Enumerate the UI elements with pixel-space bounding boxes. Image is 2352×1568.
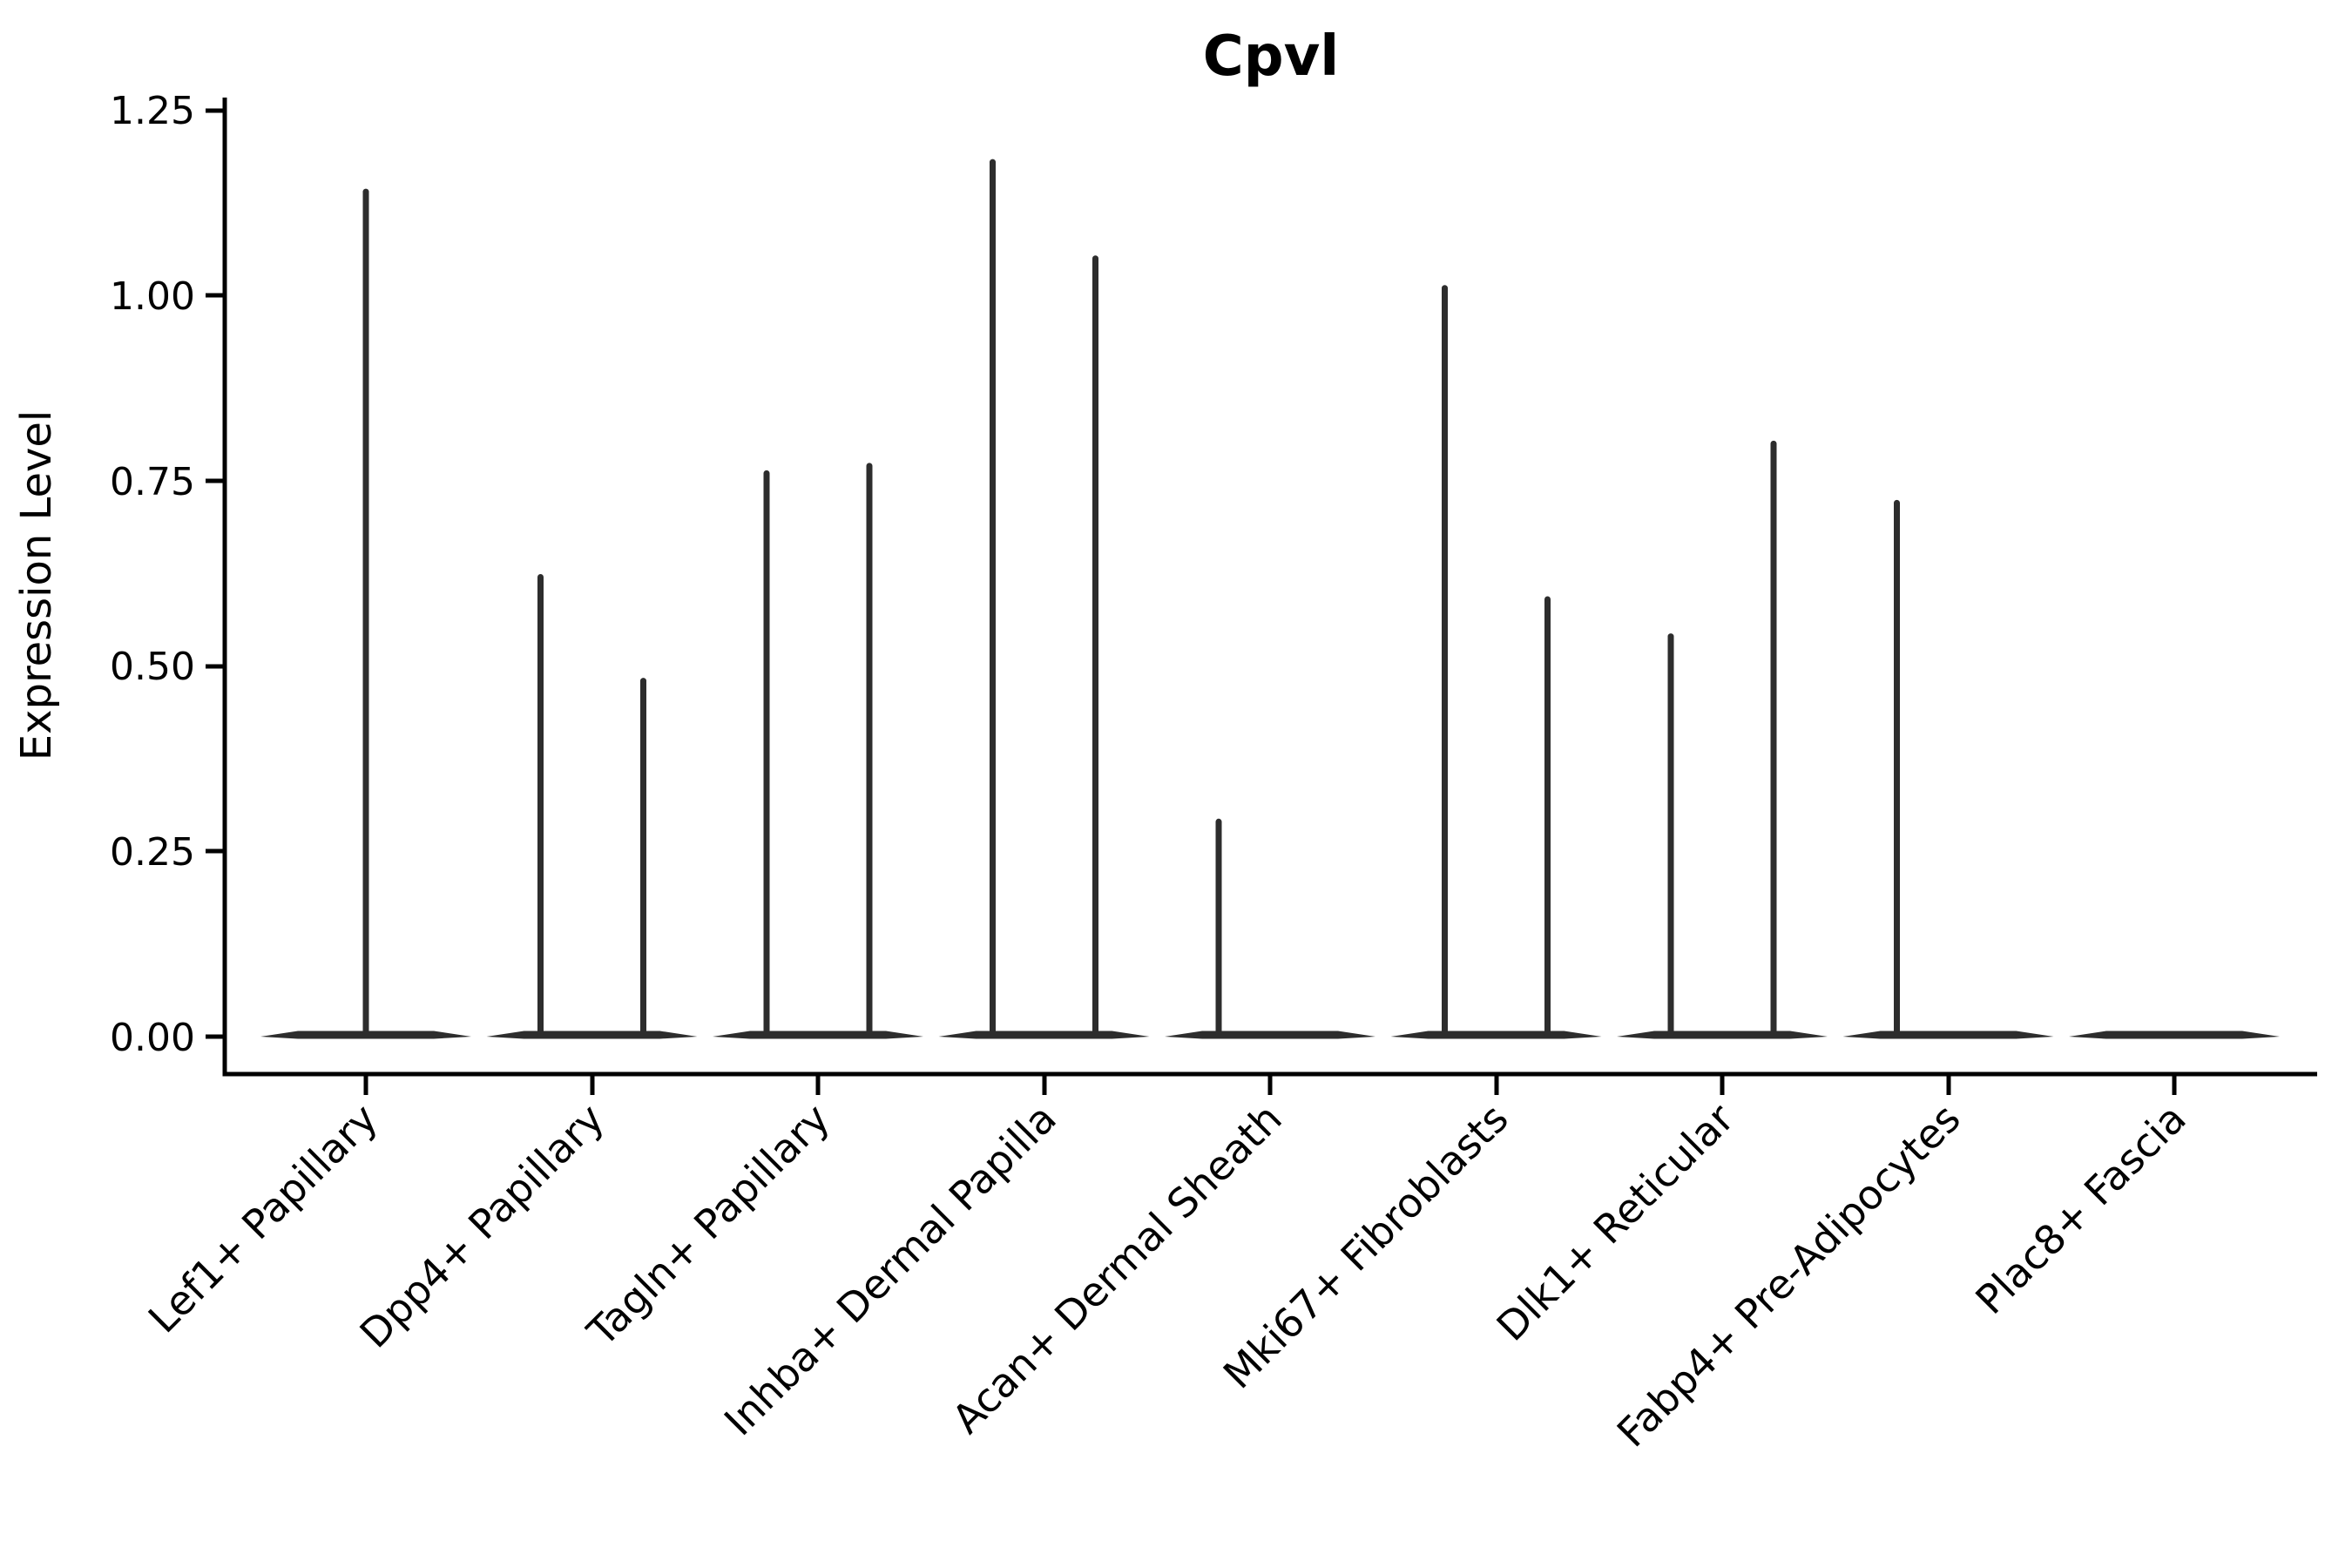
x-tick-label: Plac8+ Fascia — [1966, 1095, 2194, 1323]
violin-group — [938, 159, 1150, 1039]
violin-base — [1842, 1031, 2054, 1039]
y-tick-label: 1.00 — [110, 274, 195, 319]
x-axis: Lef1+ Papillary Dpp4+ Papillary Tagln+ P… — [139, 1071, 2317, 1456]
violin-base — [1165, 1031, 1375, 1039]
violin-base — [1617, 1031, 1828, 1039]
y-tick-label: 0.50 — [110, 645, 195, 689]
violin-group — [1842, 499, 2054, 1039]
violins-layer — [260, 159, 2280, 1039]
x-tick-label: Lef1+ Papillary — [139, 1095, 387, 1342]
y-tick-label: 0.25 — [110, 830, 195, 875]
violin-base — [486, 1031, 698, 1039]
y-axis-title: Expression Level — [12, 410, 61, 761]
y-tick-label: 0.75 — [110, 460, 195, 504]
violin-group — [1617, 440, 1828, 1039]
y-axis: 1.25 1.00 0.75 0.50 0.25 0.00 Expression… — [12, 89, 227, 1077]
violin-group — [1390, 285, 1602, 1039]
y-tick-label: 0.00 — [110, 1016, 195, 1060]
violin-group — [1165, 818, 1375, 1039]
x-tick-label: Dpp4+ Papillary — [351, 1095, 613, 1357]
violin-base — [713, 1031, 923, 1039]
violin-group — [2069, 1031, 2280, 1039]
x-tick-label: Dlk1+ Reticular — [1488, 1095, 1743, 1350]
violin-group — [713, 463, 923, 1039]
y-tick-label: 1.25 — [110, 89, 195, 133]
x-tick-label: Tagln+ Papillary — [578, 1095, 839, 1356]
chart-title: Cpvl — [1203, 24, 1339, 89]
violin-group — [486, 574, 698, 1039]
violin-base — [1390, 1031, 1602, 1039]
violin-base — [938, 1031, 1150, 1039]
violin-base — [2069, 1031, 2280, 1039]
violin-group — [260, 188, 471, 1039]
